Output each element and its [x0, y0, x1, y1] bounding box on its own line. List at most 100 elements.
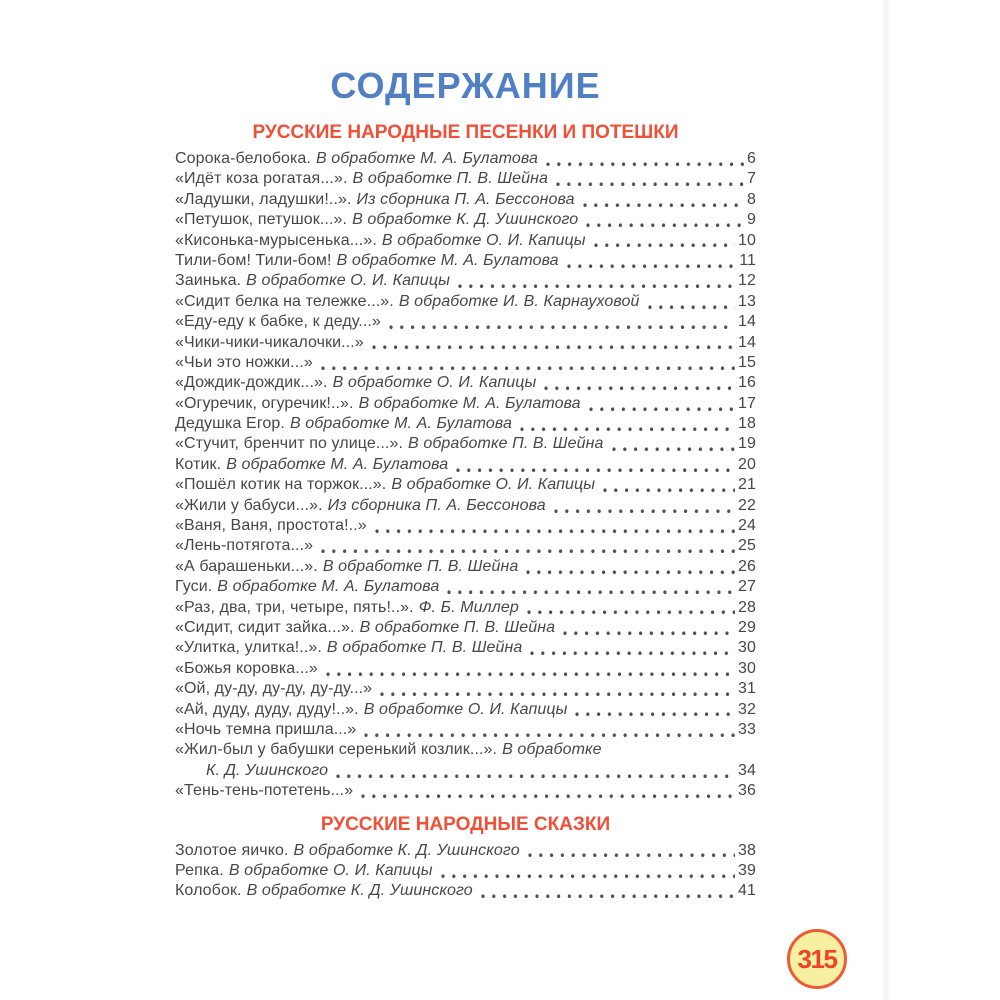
- entry-page-number: 17: [738, 394, 756, 412]
- entry-page-number: 38: [738, 841, 756, 859]
- dot-leader: [528, 638, 735, 659]
- toc-entry: «Ай, дуду, дуду, дуду!..». В обработке О.…: [175, 699, 756, 720]
- dot-leader: [478, 881, 735, 902]
- toc-entry: «Жил-был у бабушки серенький козлик...».…: [175, 740, 756, 760]
- toc-entry: «Пошёл котик на торжок...». В обработке О…: [175, 475, 756, 496]
- toc-entry: «Ой, ду-ду, ду-ду, ду-ду...» 31: [175, 679, 756, 700]
- entry-page-number: 32: [738, 700, 756, 718]
- entry-annotation: В обработке К. Д. Ушинского: [293, 841, 520, 859]
- dot-leader: [359, 781, 735, 802]
- entry-annotation: В обработке И. В. Карнауховой: [398, 292, 640, 310]
- entry-title: «Сидит белка на тележке...».: [175, 292, 394, 310]
- dot-leader: [445, 577, 735, 598]
- toc-entry-continuation: К. Д. Ушинского 34: [175, 760, 756, 782]
- entry-title: Гуси.: [175, 578, 213, 596]
- toc-entry: «Чики-чики-чикалочки...» 14: [175, 332, 756, 353]
- toc-entry: Гуси. В обработке М. А. Булатова 27: [175, 577, 756, 598]
- entry-title: Котик.: [175, 455, 222, 473]
- dot-leader: [573, 699, 735, 720]
- entry-title: «А барашеньки...».: [175, 557, 318, 575]
- dot-leader: [455, 271, 735, 292]
- toc-sections: РУССКИЕ НАРОДНЫЕ ПЕСЕНКИ И ПОТЕШКИ Сорока…: [175, 122, 756, 902]
- entry-title: «Ладушки, ладушки!..».: [175, 190, 352, 208]
- toc-entry: «Тень-тень-потетень...» 36: [175, 781, 756, 802]
- toc-entry: «Чьи это ножки...» 15: [175, 352, 756, 374]
- dot-leader: [319, 536, 735, 557]
- entry-annotation: В обработке М. А. Булатова: [358, 394, 581, 412]
- entry-page-number: 31: [738, 680, 756, 698]
- dot-leader: [564, 250, 737, 272]
- entry-page-number: 25: [738, 537, 756, 555]
- entry-page-number: 16: [738, 374, 756, 392]
- entry-page-number: 24: [738, 517, 756, 535]
- entry-annotation: В обработке О. И. Капицы: [332, 374, 537, 392]
- toc-entry: Сорока-белобока. В обработке М. А. Булато…: [175, 149, 756, 170]
- dot-leader: [378, 679, 735, 700]
- toc-entry: «Лень-потягота...» 25: [175, 536, 756, 557]
- entry-page-number: 13: [738, 292, 756, 310]
- entry-page-number: 9: [747, 211, 756, 229]
- toc-entry: «Ночь темна пришла...» 33: [175, 719, 756, 741]
- entry-title: «Раз, два, три, четыре, пять!..».: [175, 598, 414, 616]
- entry-page-number: 12: [738, 272, 756, 290]
- dot-leader: [334, 760, 735, 782]
- entry-title: «Еду-еду к бабке, к деду...»: [175, 313, 381, 331]
- dot-leader: [438, 860, 735, 882]
- entry-page-number: 41: [738, 882, 756, 900]
- toc-entry: «Идёт коза рогатая...». В обработке П. В.…: [175, 169, 756, 190]
- dot-leader: [386, 312, 735, 333]
- dot-leader: [518, 414, 735, 435]
- entry-annotation: В обработке М. А. Булатова: [217, 578, 440, 596]
- entry-page-number: 36: [738, 782, 756, 800]
- dot-leader: [561, 617, 735, 639]
- toc-entry: Тили-бом! Тили-бом! В обработке М. А. Бул…: [175, 250, 756, 272]
- entry-annotation: В обработке: [502, 741, 602, 759]
- toc-entry: Дедушка Егор. В обработке М. А. Булатова 1…: [175, 414, 756, 435]
- entry-title: «Улитка, улитка!..».: [175, 639, 322, 657]
- entry-page-number: 15: [738, 353, 756, 371]
- entry-annotation: В обработке П. В. Шейна: [359, 618, 556, 636]
- toc-entry: «Сидит белка на тележке...». В обработке …: [175, 291, 756, 313]
- dot-leader: [362, 719, 735, 741]
- entry-page-number: 8: [747, 190, 756, 208]
- dot-leader: [609, 434, 735, 455]
- dot-leader: [591, 230, 735, 251]
- entry-title: «Сидит, сидит зайка...».: [175, 618, 355, 636]
- entry-title: «Божья коровка...»: [175, 659, 318, 677]
- section-heading: РУССКИЕ НАРОДНЫЕ СКАЗКИ: [320, 813, 611, 835]
- entry-annotation: В обработке М. А. Булатова: [336, 251, 559, 269]
- page-edge-shadow: [882, 0, 890, 1000]
- toc-content: СОДЕРЖАНИЕ РУССКИЕ НАРОДНЫЕ ПЕСЕНКИ И ПО…: [175, 66, 756, 902]
- entry-title: «Пошёл котик на торжок...».: [175, 476, 387, 494]
- entry-page-number: 19: [738, 435, 756, 453]
- entry-annotation: В обработке О. И. Капицы: [381, 231, 586, 249]
- entry-title: Заинька.: [175, 272, 242, 290]
- entry-annotation: В обработке П. В. Шейна: [352, 170, 549, 188]
- entry-annotation: В обработке О. И. Капицы: [228, 861, 433, 879]
- toc-entry: «Жили у бабуси...». Из сборника П. А. Бес…: [175, 495, 756, 517]
- toc-entry: «Кисонька-мурысенька...». В обработке О. …: [175, 230, 756, 251]
- entry-annotation: В обработке К. Д. Ушинского: [246, 882, 473, 900]
- entry-title: «Ночь темна пришла...»: [175, 720, 357, 738]
- dot-leader: [601, 475, 735, 496]
- entry-title: «Ой, ду-ду, ду-ду, ду-ду...»: [175, 680, 373, 698]
- entry-page-number: 18: [738, 415, 756, 433]
- entry-annotation: В обработке О. И. Капицы: [246, 272, 450, 290]
- toc-entry: Заинька. В обработке О. И. Капицы 12: [175, 271, 756, 292]
- entry-title: Тили-бом! Тили-бом!: [175, 251, 332, 269]
- entry-annotation: Из сборника П. А. Бессонова: [327, 496, 546, 514]
- entry-title: «Тень-тень-потетень...»: [175, 782, 354, 800]
- entry-title: «Жили у бабуси...».: [175, 496, 323, 514]
- entry-annotation: В обработке М. А. Булатова: [226, 455, 449, 473]
- dot-leader: [584, 210, 744, 231]
- entry-page-number: 39: [738, 861, 756, 879]
- entry-annotation: В обработке О. И. Капицы: [391, 476, 596, 494]
- toc-entry: «Петушок, петушок...». В обработке К. Д. …: [175, 210, 756, 231]
- entry-annotation: Из сборника П. А. Бессонова: [356, 190, 575, 208]
- toc-entry: «А барашеньки...». В обработке П. В. Шейн…: [175, 556, 756, 578]
- entry-title: «Чики-чики-чикалочки...»: [175, 333, 364, 351]
- entry-page-number: 14: [738, 333, 756, 351]
- page-number-badge: 315: [787, 929, 847, 989]
- toc-entry: «Улитка, улитка!..». В обработке П. В. Ше…: [175, 638, 756, 659]
